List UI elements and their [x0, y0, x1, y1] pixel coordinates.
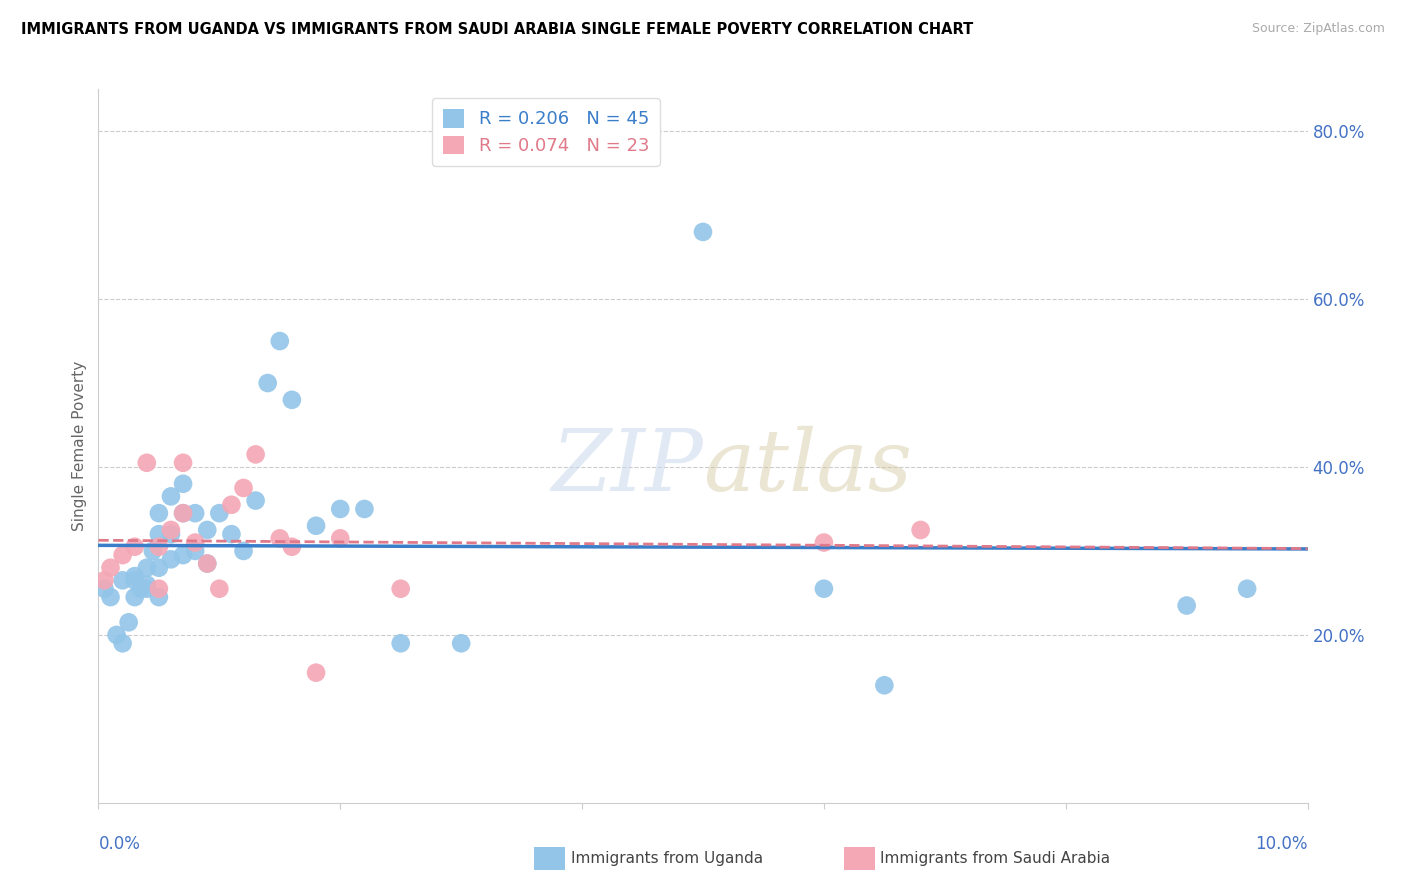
Text: Immigrants from Uganda: Immigrants from Uganda — [571, 852, 763, 866]
Point — [269, 334, 291, 348]
Point — [124, 540, 146, 554]
Point — [172, 506, 194, 520]
Point — [221, 498, 243, 512]
Text: 0.0%: 0.0% — [98, 835, 141, 853]
Point — [111, 636, 134, 650]
Point — [160, 489, 183, 503]
Point — [873, 678, 896, 692]
Point — [111, 574, 134, 588]
Point — [195, 523, 218, 537]
Point — [135, 456, 157, 470]
Text: Source: ZipAtlas.com: Source: ZipAtlas.com — [1251, 22, 1385, 36]
Point — [100, 560, 122, 574]
Point — [813, 582, 835, 596]
Point — [329, 532, 352, 546]
Point — [813, 535, 835, 549]
Point — [232, 481, 254, 495]
Point — [910, 523, 932, 537]
Point — [160, 552, 183, 566]
Point — [353, 502, 375, 516]
Text: ZIP: ZIP — [551, 426, 703, 508]
Point — [111, 548, 134, 562]
Point — [184, 506, 207, 520]
Point — [184, 544, 207, 558]
Point — [135, 577, 157, 591]
Point — [450, 636, 472, 650]
Point — [281, 540, 304, 554]
Point — [172, 456, 194, 470]
Text: Immigrants from Saudi Arabia: Immigrants from Saudi Arabia — [880, 852, 1111, 866]
Point — [305, 518, 328, 533]
Point — [195, 557, 218, 571]
Point — [208, 506, 231, 520]
Point — [172, 476, 194, 491]
Point — [245, 493, 267, 508]
Point — [221, 527, 243, 541]
Point — [160, 523, 183, 537]
Point — [129, 582, 152, 596]
Point — [269, 532, 291, 546]
Point — [208, 582, 231, 596]
Point — [124, 569, 146, 583]
Point — [232, 544, 254, 558]
Point — [172, 548, 194, 562]
Point — [305, 665, 328, 680]
Point — [105, 628, 128, 642]
Point — [692, 225, 714, 239]
Point — [148, 560, 170, 574]
Point — [329, 502, 352, 516]
Point — [124, 590, 146, 604]
Point — [281, 392, 304, 407]
Point — [1236, 582, 1258, 596]
Point — [195, 557, 218, 571]
Point — [93, 582, 115, 596]
Point — [172, 506, 194, 520]
Point — [184, 535, 207, 549]
Point — [135, 560, 157, 574]
Legend: R = 0.206   N = 45, R = 0.074   N = 23: R = 0.206 N = 45, R = 0.074 N = 23 — [432, 98, 659, 166]
Text: atlas: atlas — [703, 426, 912, 508]
Point — [135, 582, 157, 596]
Point — [100, 590, 122, 604]
Y-axis label: Single Female Poverty: Single Female Poverty — [72, 361, 87, 531]
Point — [148, 590, 170, 604]
Point — [124, 574, 146, 588]
Point — [160, 527, 183, 541]
Text: IMMIGRANTS FROM UGANDA VS IMMIGRANTS FROM SAUDI ARABIA SINGLE FEMALE POVERTY COR: IMMIGRANTS FROM UGANDA VS IMMIGRANTS FRO… — [21, 22, 973, 37]
Point — [142, 544, 165, 558]
Point — [389, 582, 412, 596]
Text: 10.0%: 10.0% — [1256, 835, 1308, 853]
Point — [148, 506, 170, 520]
Point — [148, 540, 170, 554]
Point — [1175, 599, 1198, 613]
Point — [93, 574, 115, 588]
Point — [118, 615, 141, 630]
Point — [148, 582, 170, 596]
Point — [256, 376, 278, 390]
Point — [389, 636, 412, 650]
Point — [245, 447, 267, 461]
Point — [148, 527, 170, 541]
